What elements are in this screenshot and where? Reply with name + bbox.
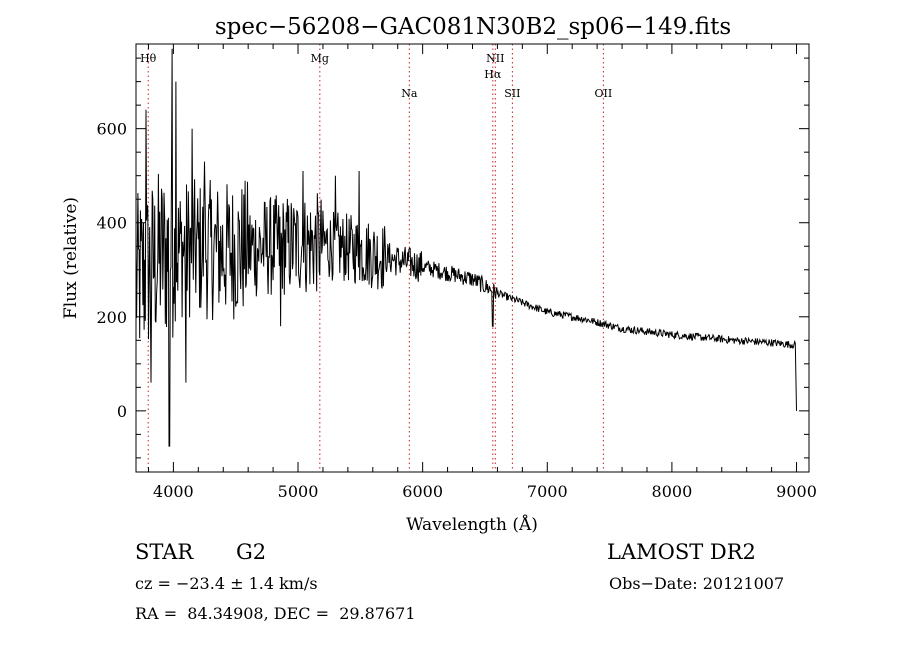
spectral-line-label: Na: [401, 87, 418, 100]
x-tick-label: 6000: [402, 482, 443, 501]
spectral-line-label: Hθ: [140, 52, 157, 65]
x-axis-ticks: 4000 5000 6000 7000 8000 9000: [147, 44, 817, 501]
obs-date: Obs−Date: 20121007: [609, 574, 785, 593]
spectrum-chart: spec−56208−GAC081N30B2_sp06−149.fits Hθ M…: [61, 14, 817, 535]
x-tick-label: 9000: [776, 482, 817, 501]
redshift-readout: cz = −23.4 ± 1.4 km/s: [135, 574, 318, 593]
x-tick-label: 5000: [278, 482, 319, 501]
object-type: STAR: [135, 540, 194, 564]
x-tick-label: 4000: [153, 482, 194, 501]
x-tick-label: 7000: [527, 482, 568, 501]
x-tick-label: 8000: [652, 482, 693, 501]
coordinates: RA = 84.34908, DEC = 29.87671: [135, 604, 416, 623]
y-tick-label: 200: [96, 308, 127, 327]
spectral-line-label: Hα: [484, 68, 502, 81]
spectral-line-label: Mg: [311, 52, 329, 65]
chart-title: spec−56208−GAC081N30B2_sp06−149.fits: [215, 14, 731, 40]
plot-frame: [135, 43, 810, 473]
y-axis-label: Flux (relative): [61, 197, 81, 319]
y-axis-ticks: 0 200 400 600: [96, 57, 809, 459]
x-axis-label: Wavelength (Å): [406, 514, 538, 535]
y-tick-label: 0: [117, 402, 127, 421]
spectral-line-markers: [147, 44, 604, 472]
subclass: G2: [236, 540, 267, 564]
spectrum-line: [135, 48, 797, 447]
y-tick-label: 600: [96, 120, 127, 139]
spectral-line-label: SII: [504, 87, 520, 100]
spectral-line-label: NII: [486, 52, 504, 65]
y-tick-label: 400: [96, 214, 127, 233]
spectral-line-label: OII: [595, 87, 613, 100]
survey-name: LAMOST DR2: [607, 540, 756, 564]
